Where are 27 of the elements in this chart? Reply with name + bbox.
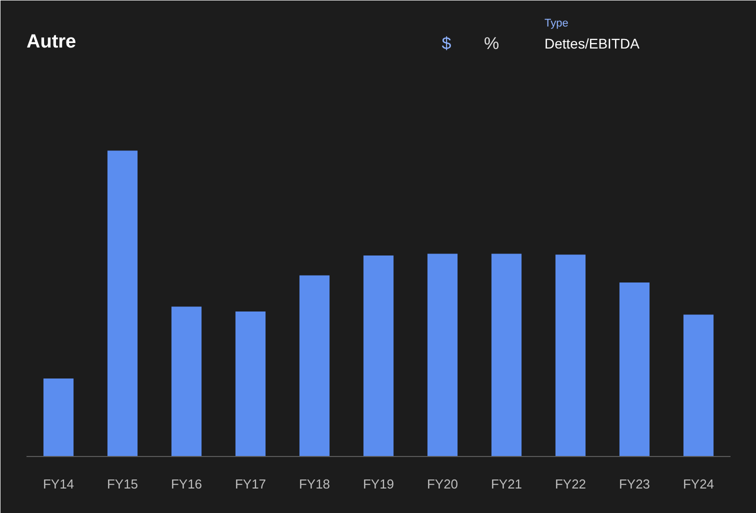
bar <box>619 282 650 456</box>
bar <box>363 256 394 456</box>
bar <box>235 312 266 456</box>
x-tick-label: FY20 <box>426 476 458 492</box>
bar <box>491 254 522 456</box>
text: Dettes/EBITDA <box>544 36 640 52</box>
x-tick-label: FY16 <box>170 476 202 492</box>
text: % <box>484 34 500 53</box>
x-tick-label: FY24 <box>682 476 714 492</box>
bar <box>299 275 330 456</box>
x-tick-label: FY22 <box>554 476 586 492</box>
x-tick-label: FY17 <box>234 476 266 492</box>
text: Type <box>544 18 568 30</box>
x-tick-label: FY19 <box>362 476 394 492</box>
x-tick-label: FY14 <box>42 476 74 492</box>
text: $ <box>442 34 452 53</box>
x-tick-label: FY21 <box>490 476 522 492</box>
bar <box>43 378 74 456</box>
bar <box>555 254 586 456</box>
bar <box>427 254 458 456</box>
bar <box>107 150 138 456</box>
bar <box>171 306 202 456</box>
x-tick-label: FY18 <box>298 476 330 492</box>
x-tick-label: FY23 <box>618 476 650 492</box>
chart-title: Autre <box>26 32 76 52</box>
x-tick-label: FY15 <box>106 476 138 492</box>
bar <box>683 314 714 456</box>
